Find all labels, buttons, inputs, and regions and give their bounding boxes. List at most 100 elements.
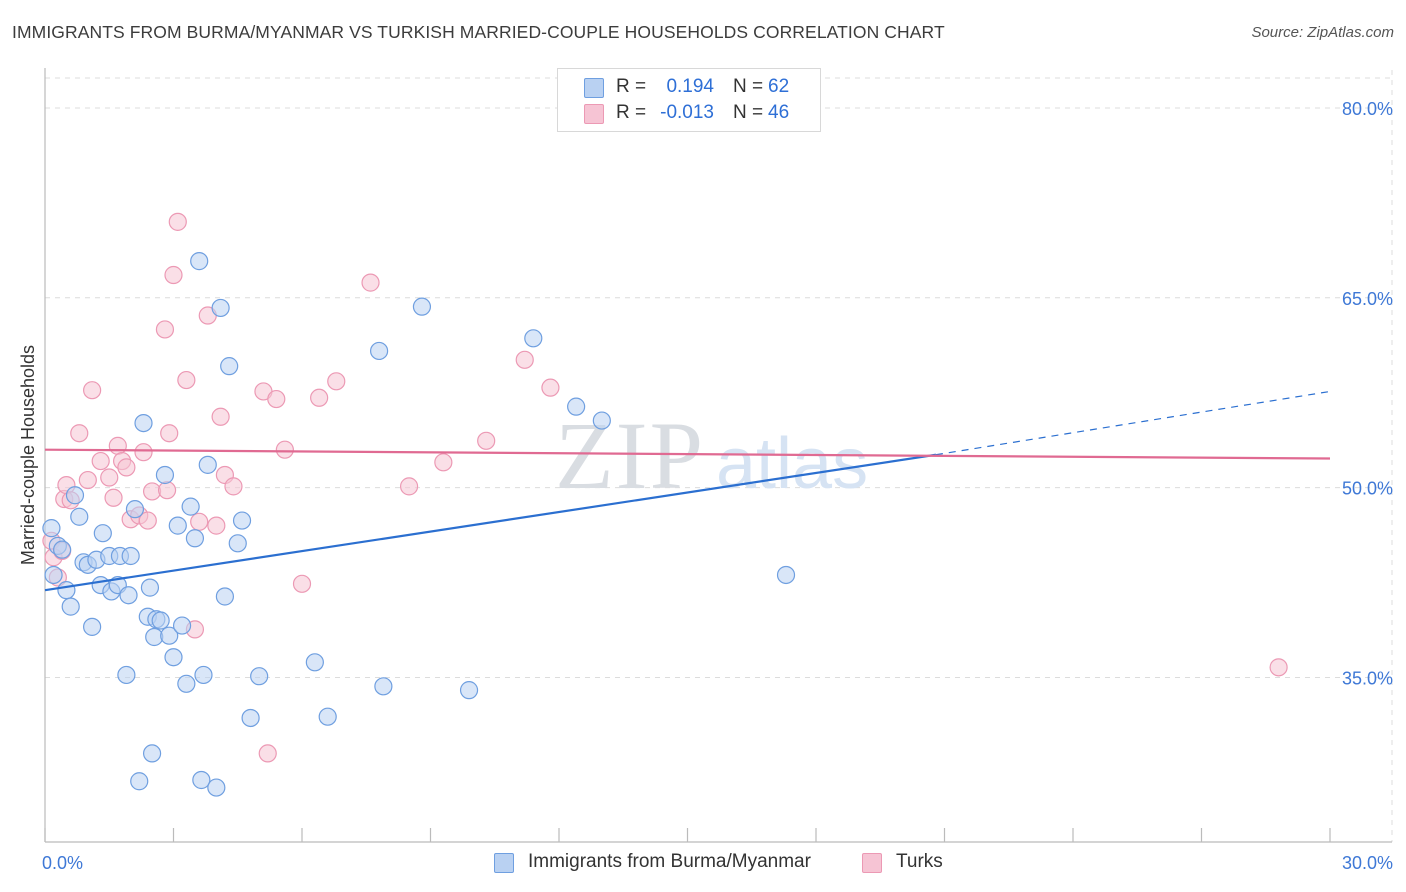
y-tick-label: 65.0%	[1342, 289, 1393, 309]
data-point-turks	[100, 468, 119, 487]
data-point-burma	[145, 627, 164, 647]
trendline-turks	[44, 448, 1331, 460]
legend-n-label: N =	[733, 102, 764, 123]
data-point-burma	[93, 524, 112, 543]
legend-swatch-turks	[862, 853, 882, 873]
data-point-burma	[220, 357, 239, 376]
data-point-turks	[177, 370, 196, 390]
x-tick-labels: 0.0% 30.0%	[42, 853, 1393, 873]
gridlines	[45, 70, 1393, 842]
legend-r-label: R =	[616, 76, 647, 97]
y-tick-labels: 35.0% 50.0% 65.0% 80.0%	[1342, 99, 1393, 689]
data-point-turks	[310, 388, 329, 407]
trendline-burma-extrapolated	[935, 390, 1331, 456]
y-axis-label: Married-couple Households	[18, 345, 38, 565]
data-point-turks	[134, 443, 153, 462]
data-point-burma	[185, 529, 205, 548]
axes	[44, 68, 1392, 843]
data-point-burma	[42, 519, 61, 538]
legend-r-value-turks: -0.013	[660, 102, 714, 123]
legend-swatch-burma	[494, 853, 514, 873]
data-point-burma	[140, 578, 160, 597]
data-point-burma	[232, 511, 252, 530]
data-point-burma	[134, 413, 153, 433]
data-point-turks	[207, 516, 226, 535]
data-point-burma	[207, 778, 226, 797]
data-point-burma	[151, 611, 170, 630]
data-point-turks	[160, 424, 179, 443]
data-point-turks	[258, 744, 277, 763]
data-point-burma	[142, 744, 162, 763]
chart-title: IMMIGRANTS FROM BURMA/MYANMAR VS TURKISH…	[12, 22, 945, 42]
data-point-turks	[117, 458, 136, 477]
data-point-turks	[275, 440, 294, 459]
legend-row-turks: R = -0.013 N = 46	[558, 101, 820, 127]
data-point-turks	[267, 389, 286, 409]
data-point-turks	[327, 372, 346, 391]
trendlines	[44, 390, 1331, 592]
data-point-burma	[305, 653, 324, 672]
data-point-burma	[567, 397, 586, 416]
data-point-burma	[198, 455, 217, 474]
data-point-turks	[292, 574, 312, 593]
data-point-burma	[190, 252, 209, 271]
data-point-burma	[125, 500, 145, 519]
data-point-burma	[119, 586, 138, 605]
data-point-turks	[157, 481, 177, 500]
data-point-turks	[168, 212, 187, 231]
data-point-turks	[224, 477, 243, 496]
data-point-turks	[541, 378, 560, 397]
data-point-burma	[164, 648, 183, 667]
data-point-turks	[211, 407, 230, 426]
data-point-turks	[477, 431, 496, 450]
data-point-turks	[70, 424, 89, 443]
series-legend: Immigrants from Burma/Myanmar Turks	[0, 851, 1406, 877]
legend-r-value-burma: 0.194	[666, 76, 714, 97]
data-point-turks	[515, 350, 534, 369]
data-point-burma	[374, 677, 393, 696]
correlation-legend: R = 0.194 N = 62 R = -0.013 N = 46	[557, 68, 821, 132]
data-point-turks	[361, 273, 380, 292]
legend-swatch-burma	[584, 78, 604, 98]
data-point-burma	[211, 298, 230, 318]
legend-label-turks: Turks	[896, 851, 943, 872]
data-point-burma	[241, 708, 260, 728]
data-point-burma	[181, 497, 200, 516]
x-tick-label-min: 0.0%	[42, 853, 83, 873]
data-point-turks	[83, 381, 102, 400]
data-point-burma	[194, 665, 213, 685]
y-tick-label: 80.0%	[1342, 99, 1393, 119]
watermark: ZIP atlas	[555, 402, 868, 509]
data-point-burma	[83, 617, 102, 636]
data-point-turks	[434, 453, 453, 472]
y-tick-label: 35.0%	[1342, 668, 1393, 688]
source-label: Source: ZipAtlas.com	[1251, 24, 1394, 41]
data-point-burma	[524, 329, 543, 348]
data-point-burma	[160, 626, 179, 645]
data-point-burma	[65, 486, 85, 505]
legend-label-burma: Immigrants from Burma/Myanmar	[528, 851, 811, 872]
data-point-burma	[228, 534, 247, 553]
data-point-burma	[412, 297, 432, 316]
data-point-burma	[57, 581, 76, 600]
data-point-burma	[459, 681, 479, 700]
data-point-burma	[70, 507, 89, 526]
data-point-burma	[776, 565, 796, 585]
legend-swatch-turks	[584, 104, 604, 124]
x-tick-label-max: 30.0%	[1342, 853, 1393, 873]
data-point-burma	[177, 674, 196, 693]
data-point-burma	[172, 616, 192, 635]
data-point-burma	[130, 772, 149, 791]
series-burma	[42, 252, 796, 797]
data-point-burma	[117, 665, 136, 685]
watermark-zip: ZIP	[555, 402, 705, 509]
data-point-burma	[168, 516, 187, 535]
data-point-turks	[138, 511, 157, 530]
legend-n-label: N =	[733, 76, 764, 97]
legend-r-label: R =	[616, 102, 647, 123]
data-point-burma	[53, 540, 72, 559]
data-point-burma	[370, 341, 389, 361]
data-point-burma	[215, 587, 234, 606]
data-point-turks	[108, 436, 127, 455]
data-point-turks	[142, 482, 162, 501]
